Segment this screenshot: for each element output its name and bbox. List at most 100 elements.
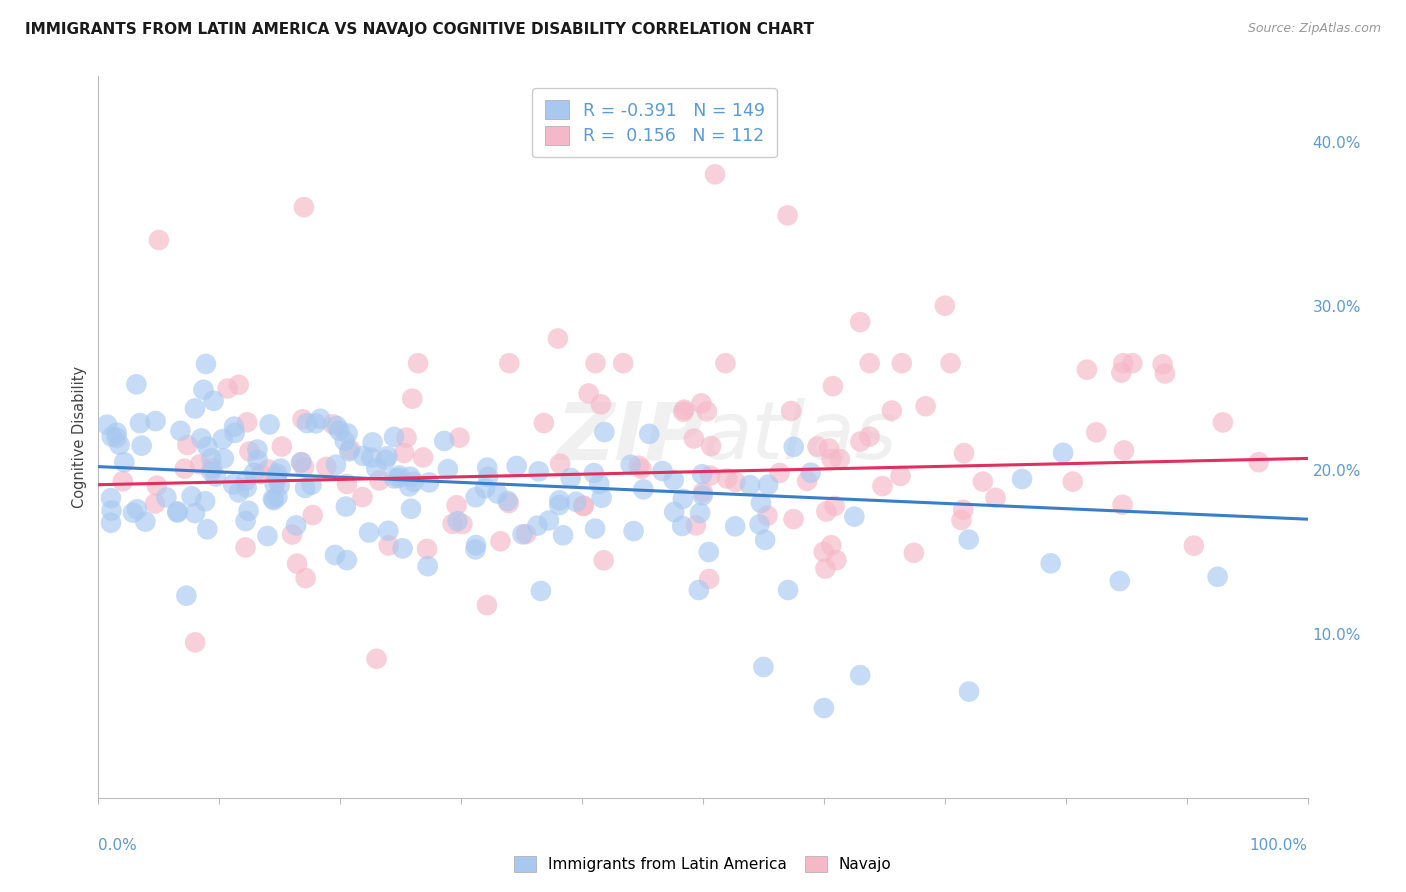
Point — [664, 505, 686, 519]
Point — [262, 491, 284, 506]
Point — [131, 439, 153, 453]
Point — [1076, 362, 1098, 376]
Point — [449, 431, 471, 445]
Point — [474, 481, 496, 495]
Point — [821, 379, 844, 393]
Point — [281, 527, 304, 541]
Point — [326, 419, 349, 434]
Point — [285, 518, 308, 533]
Point — [756, 477, 779, 491]
Point — [683, 432, 706, 446]
Point — [800, 466, 823, 480]
Point — [246, 442, 269, 457]
Point — [359, 525, 381, 540]
Point — [714, 356, 737, 370]
Point — [572, 499, 595, 513]
Point — [374, 453, 396, 467]
Point — [889, 468, 911, 483]
Point — [301, 477, 323, 491]
Point — [361, 435, 384, 450]
Point — [824, 499, 846, 513]
Point — [184, 506, 207, 520]
Point — [322, 417, 344, 432]
Point — [395, 431, 418, 445]
Point — [377, 524, 399, 538]
Point — [211, 432, 233, 446]
Point — [111, 475, 134, 489]
Point — [339, 442, 361, 457]
Point — [112, 455, 135, 469]
Point — [377, 539, 399, 553]
Point — [890, 356, 912, 370]
Point — [333, 434, 356, 448]
Point — [820, 538, 842, 552]
Point — [1039, 557, 1062, 571]
Point — [1154, 367, 1177, 381]
Point — [294, 571, 316, 585]
Point — [398, 479, 420, 493]
Point — [266, 467, 288, 481]
Point — [512, 527, 534, 541]
Point — [235, 541, 257, 555]
Point — [416, 541, 439, 556]
Point — [620, 458, 643, 472]
Point — [249, 467, 271, 481]
Point — [530, 584, 553, 599]
Point — [464, 542, 486, 557]
Point — [704, 167, 727, 181]
Point — [328, 424, 350, 438]
Point — [100, 503, 122, 517]
Point — [672, 491, 695, 506]
Point — [496, 494, 519, 508]
Point — [290, 455, 312, 469]
Point — [292, 460, 315, 475]
Point — [180, 489, 202, 503]
Point — [366, 652, 388, 666]
Point — [292, 200, 315, 214]
Point — [105, 431, 128, 445]
Point — [352, 449, 374, 463]
Point — [360, 450, 382, 465]
Point — [129, 416, 152, 430]
Point — [190, 431, 212, 445]
Point — [194, 357, 217, 371]
Point — [572, 499, 595, 513]
Point — [222, 419, 245, 434]
Point — [872, 479, 894, 493]
Point — [437, 462, 460, 476]
Point — [446, 498, 468, 512]
Point — [585, 356, 607, 370]
Point — [270, 440, 292, 454]
Point — [984, 491, 1007, 505]
Point — [685, 518, 707, 533]
Point — [235, 481, 257, 495]
Point — [548, 457, 571, 471]
Point — [814, 561, 837, 575]
Point — [204, 469, 226, 483]
Point — [593, 425, 616, 439]
Point — [828, 452, 851, 467]
Point — [756, 508, 779, 523]
Text: 0.0%: 0.0% — [98, 838, 138, 853]
Point — [217, 382, 239, 396]
Point — [547, 332, 569, 346]
Point — [270, 461, 292, 475]
Point — [934, 299, 956, 313]
Point — [195, 440, 218, 454]
Point — [820, 451, 842, 466]
Point — [689, 506, 711, 520]
Point — [526, 518, 548, 533]
Legend: Immigrants from Latin America, Navajo: Immigrants from Latin America, Navajo — [506, 848, 900, 880]
Point — [100, 430, 122, 444]
Point — [391, 541, 413, 556]
Point — [612, 356, 634, 370]
Point — [859, 356, 882, 370]
Point — [257, 462, 280, 476]
Text: IMMIGRANTS FROM LATIN AMERICA VS NAVAJO COGNITIVE DISABILITY CORRELATION CHART: IMMIGRANTS FROM LATIN AMERICA VS NAVAJO … — [25, 22, 814, 37]
Point — [336, 553, 359, 567]
Point — [724, 475, 747, 489]
Text: Source: ZipAtlas.com: Source: ZipAtlas.com — [1247, 22, 1381, 36]
Point — [776, 582, 799, 597]
Point — [295, 416, 318, 430]
Point — [475, 598, 498, 612]
